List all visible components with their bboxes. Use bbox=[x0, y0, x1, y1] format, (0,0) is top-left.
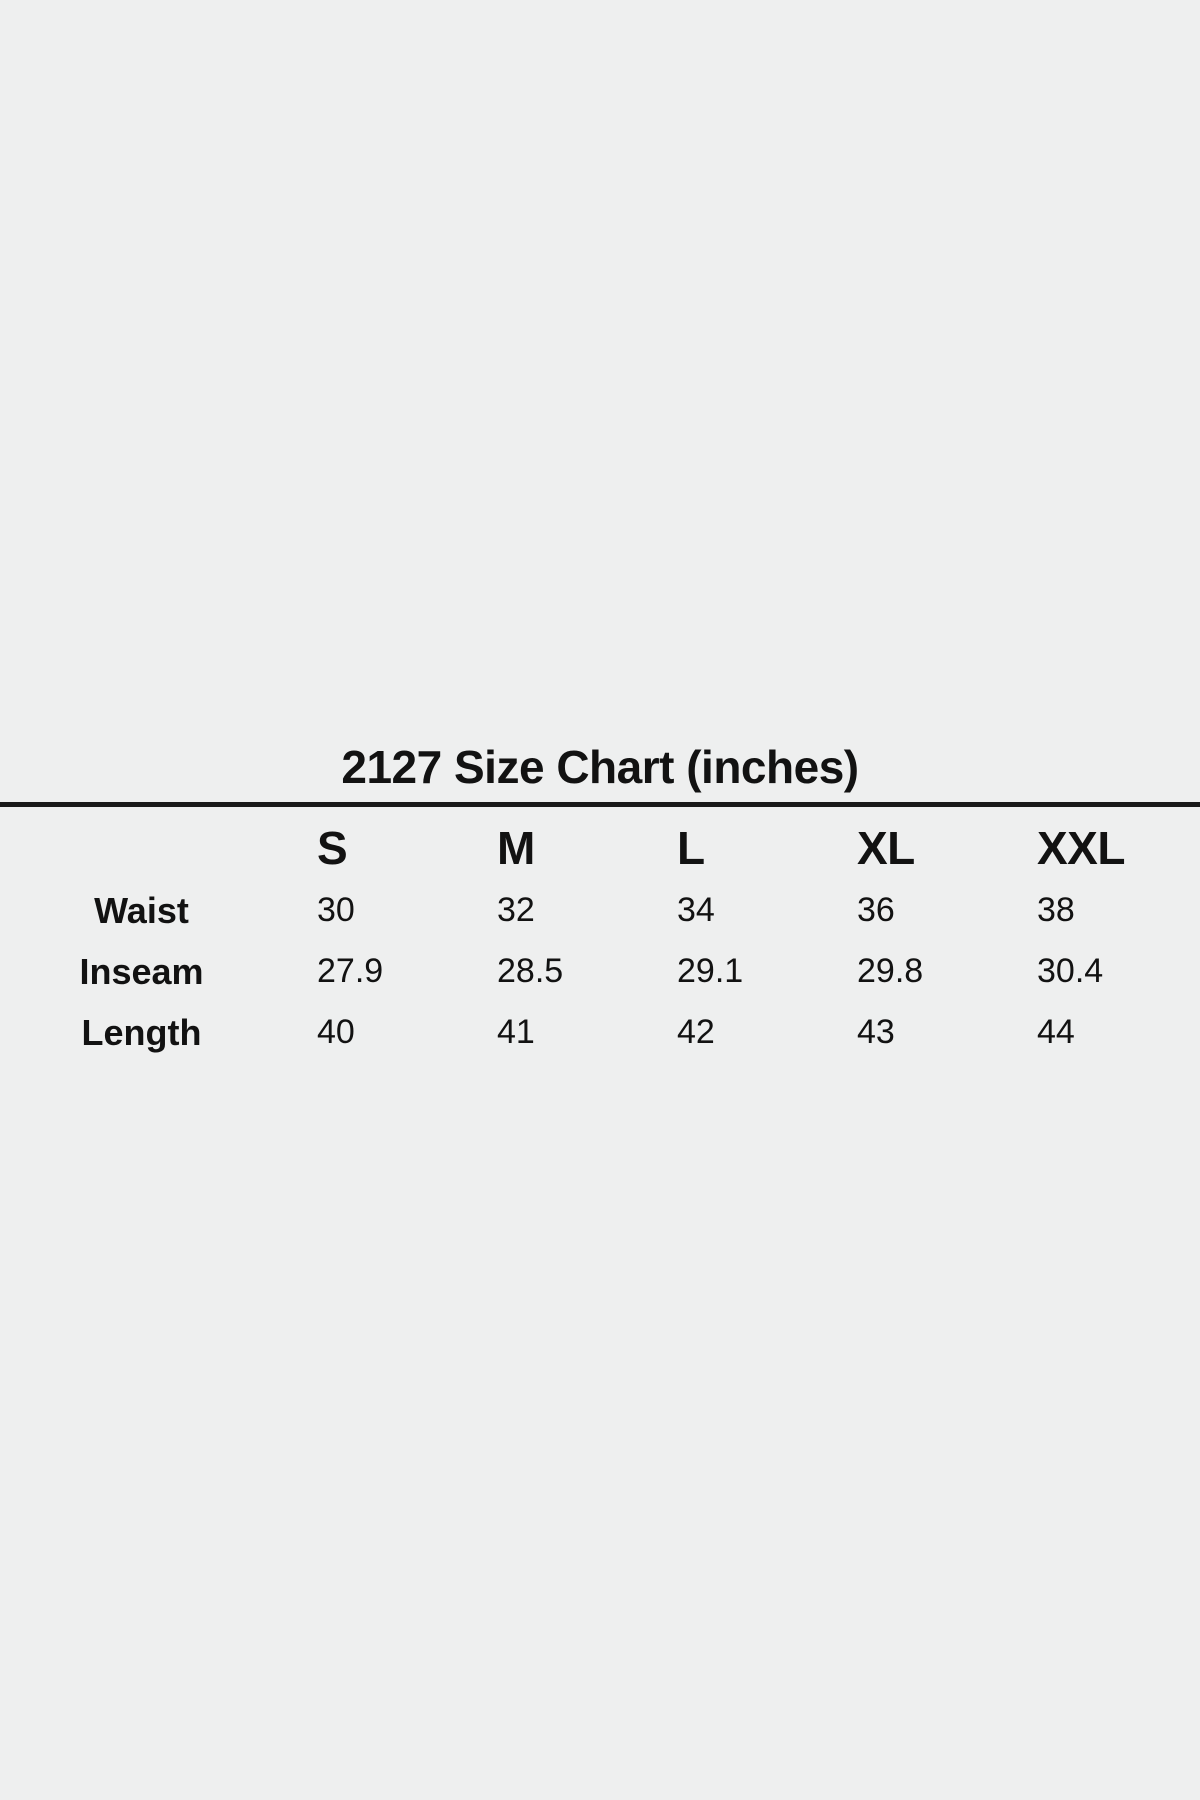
row-label-inseam: Inseam bbox=[79, 950, 204, 992]
inseam-value-l: 29.1 bbox=[677, 952, 744, 990]
waist-value-xl: 36 bbox=[857, 891, 895, 929]
inseam-value-xxl: 30.4 bbox=[1037, 952, 1104, 990]
length-value-xxl: 44 bbox=[1037, 1013, 1075, 1051]
waist-value-xxl: 38 bbox=[1037, 891, 1075, 929]
waist-value-s: 30 bbox=[317, 891, 355, 929]
divider-line bbox=[0, 802, 1200, 807]
column-header-l: L bbox=[677, 822, 705, 874]
size-chart-title: 2127 Size Chart (inches) bbox=[341, 741, 859, 793]
inseam-value-m: 28.5 bbox=[497, 952, 564, 990]
waist-value-m: 32 bbox=[497, 891, 535, 929]
length-value-l: 42 bbox=[677, 1013, 715, 1051]
row-label-waist: Waist bbox=[94, 889, 189, 931]
inseam-value-s: 27.9 bbox=[317, 952, 384, 990]
table-row-waist: Waist 30 32 34 36 38 bbox=[0, 880, 1200, 941]
waist-value-l: 34 bbox=[677, 891, 715, 929]
table-row-length: Length 40 41 42 43 44 bbox=[0, 1002, 1200, 1063]
column-header-s: S bbox=[317, 822, 348, 874]
size-chart-table: S M L XL XXL Waist 30 32 34 36 38 Inseam… bbox=[0, 816, 1200, 1063]
row-label-length: Length bbox=[81, 1011, 202, 1053]
inseam-value-xl: 29.8 bbox=[857, 952, 924, 990]
length-value-m: 41 bbox=[497, 1013, 535, 1051]
length-value-xl: 43 bbox=[857, 1013, 895, 1051]
table-header-row: S M L XL XXL bbox=[0, 816, 1200, 880]
column-header-xxl: XXL bbox=[1037, 822, 1125, 874]
column-header-xl: XL bbox=[857, 822, 915, 874]
table-row-inseam: Inseam 27.9 28.5 29.1 29.8 30.4 bbox=[0, 941, 1200, 1002]
column-header-m: M bbox=[497, 822, 535, 874]
length-value-s: 40 bbox=[317, 1013, 355, 1051]
